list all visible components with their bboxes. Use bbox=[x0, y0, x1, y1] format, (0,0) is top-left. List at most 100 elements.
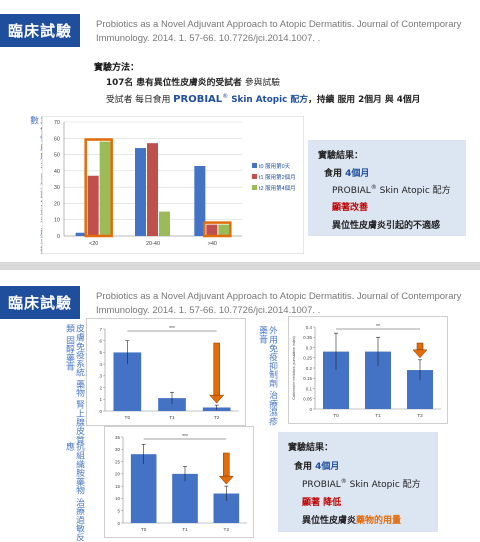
significance-marker: ** bbox=[376, 324, 380, 330]
severity-score-chart: 0 10 20 30 40 50 60 70 <20 20-40 >40 t0 服用第0天 t1 服用第… bbox=[42, 116, 304, 254]
y-tick-label: 0.05 bbox=[303, 397, 312, 402]
method-participate: 參與試驗 bbox=[244, 78, 281, 88]
y-tick-label: 35 bbox=[115, 435, 121, 440]
x-tick-label: T2 bbox=[224, 527, 230, 533]
result-box: 實驗結果： 食用 4個月 PROBIAL® Skin Atopic 配方 顯著 … bbox=[278, 432, 438, 532]
x-tick-label: T1 bbox=[182, 527, 188, 533]
x-tick-label: T0 bbox=[141, 527, 147, 533]
method-line-1: 107名 患有異位性皮膚炎的受試者 參與試驗 bbox=[106, 75, 280, 88]
y-tick-label: 3 bbox=[99, 374, 102, 379]
steroid-usage-chart: 0 1 2 3 4 5 6 7 T0 T1 T2 *** bbox=[86, 318, 246, 426]
y-tick-label: 20 bbox=[54, 201, 60, 207]
result-line-4: 異位性皮膚炎藥物的用量 bbox=[302, 513, 401, 526]
x-tick-label: T0 bbox=[125, 415, 131, 421]
bar-服用第0天 bbox=[75, 232, 87, 236]
down-arrow-icon bbox=[209, 394, 225, 404]
result-line-1: 食用 4個月 bbox=[324, 166, 369, 179]
y-tick-label: 0.4 bbox=[306, 325, 313, 330]
y-tick-label: 0.35 bbox=[303, 335, 312, 340]
result-months: 4個月 bbox=[315, 462, 340, 472]
y-tick-label: 0 bbox=[57, 234, 60, 240]
result-product: Skin Atopic 配方 bbox=[346, 480, 421, 490]
result-product: Skin Atopic 配方 bbox=[376, 186, 451, 196]
y-tick-label: 7 bbox=[99, 327, 102, 332]
result-registered: ® bbox=[370, 184, 377, 191]
bar-服用第2個月 bbox=[87, 175, 99, 236]
y-tick-label: 5 bbox=[99, 350, 102, 355]
y-tick-label: 25 bbox=[115, 459, 121, 464]
y-tick-label: 0.2 bbox=[306, 366, 313, 371]
x-tick-label: T0 bbox=[333, 413, 339, 419]
y-tick-label: 0 bbox=[99, 409, 102, 414]
result-line-3: 顯著 降低 bbox=[302, 498, 342, 508]
slide-clinical-trial-1: 臨床試驗 Probiotics as a Novel Adjuvant Appr… bbox=[0, 0, 480, 262]
y-tick-label: 5 bbox=[117, 509, 120, 514]
legend-swatch bbox=[252, 174, 257, 179]
y-tick-label: 2 bbox=[99, 385, 102, 390]
y-tick-label: 50 bbox=[54, 153, 60, 159]
bar-服用第4個月 bbox=[99, 141, 111, 236]
legend-label: t2 服用第4個月 bbox=[259, 184, 296, 192]
result-months: 4個月 bbox=[345, 169, 370, 179]
method-subjects: 107名 患有異位性皮膚炎的受試者 bbox=[106, 78, 245, 88]
y-tick-label: 15 bbox=[115, 484, 121, 489]
result-eat: 食用 bbox=[294, 462, 316, 472]
slide-clinical-trial-2: 臨床試驗 Probiotics as a Novel Adjuvant Appr… bbox=[0, 270, 480, 542]
y-axis-label: Calcineurin inhibitors (cumulative index… bbox=[292, 336, 296, 400]
significance-marker: *** bbox=[182, 434, 188, 440]
y-tick-label: 30 bbox=[115, 447, 121, 452]
calcineurin-usage-chart: 0 0.05 0.1 0.15 0.2 0.25 0.3 0.35 0.4 Calcineurin… bbox=[288, 316, 448, 424]
x-tick-label: T2 bbox=[417, 413, 423, 419]
bar-服用第4個月 bbox=[218, 224, 230, 236]
y-tick-label: 4 bbox=[99, 362, 102, 367]
x-tick-label: T2 bbox=[214, 415, 220, 421]
highlight-box bbox=[84, 138, 113, 238]
legend-swatch bbox=[252, 185, 257, 190]
y-tick-label: 10 bbox=[115, 496, 121, 501]
bar-服用第0天 bbox=[135, 148, 146, 236]
y-tick-label: 0.15 bbox=[303, 376, 312, 381]
down-arrow-shaft bbox=[213, 342, 220, 396]
result-drug-usage: 藥物的用量 bbox=[356, 516, 402, 526]
citation: Probiotics as a Novel Adjuvant Approach … bbox=[96, 19, 462, 44]
x-tick-label: 20-40 bbox=[146, 241, 160, 247]
y-tick-label: 6 bbox=[99, 339, 102, 344]
y-tick-label: 0.1 bbox=[306, 386, 313, 391]
method-line-2: 受試者 每日食用 PROBIAL® Skin Atopic 配方，持續 服用 2… bbox=[106, 92, 420, 105]
result-condition: 異位性皮膚炎 bbox=[302, 516, 357, 526]
result-line-4: 異位性皮膚炎引起的不適感 bbox=[332, 221, 441, 231]
highlight-box bbox=[203, 221, 232, 238]
result-brand: PROBIAL bbox=[302, 480, 341, 490]
y-tick-label: 60 bbox=[54, 136, 60, 142]
bar-服用第4個月 bbox=[159, 211, 170, 236]
immunosuppressant-label: 外用免疫抑制劑 治療濕疹 藥膏 bbox=[257, 326, 277, 426]
bar-T1 bbox=[158, 398, 186, 411]
bar-T1 bbox=[172, 473, 198, 523]
product-name: Skin Atopic 配方 bbox=[228, 95, 308, 105]
result-line-2: PROBIAL® Skin Atopic 配方 bbox=[302, 477, 421, 490]
result-line-3: 顯著改善 bbox=[332, 203, 369, 213]
y-tick-label: 0 bbox=[309, 407, 312, 412]
legend-label: t1 服用第2個月 bbox=[259, 173, 296, 181]
y-tick-label: 70 bbox=[54, 120, 60, 126]
result-line-1: 食用 4個月 bbox=[294, 459, 339, 472]
significance-marker: *** bbox=[169, 326, 175, 332]
result-title: 實驗結果： bbox=[288, 443, 334, 453]
bar-服用第2個月 bbox=[206, 224, 218, 236]
steroid-label: 皮膚免疫系統 藥物 腎上腺皮質類 固醇藥膏 bbox=[64, 324, 84, 444]
y-tick-label: 40 bbox=[54, 169, 60, 175]
legend-label: t0 服用第0天 bbox=[259, 162, 291, 170]
result-title: 實驗結果： bbox=[318, 151, 364, 161]
registered-mark: ® bbox=[222, 93, 229, 101]
antihistamine-label: 抗組織胺藥物 治療過敏反應 bbox=[64, 442, 84, 542]
method-duration: ，持續 服用 2個月 與 4個月 bbox=[308, 95, 421, 105]
legend-swatch bbox=[252, 163, 257, 168]
slide-separator bbox=[0, 262, 480, 270]
method-title: 實驗方法： bbox=[94, 63, 140, 73]
y-tick-label: 10 bbox=[54, 218, 60, 224]
x-tick-label: T1 bbox=[169, 415, 175, 421]
y-tick-label: 1 bbox=[99, 397, 102, 402]
x-tick-label: >40 bbox=[208, 241, 217, 247]
citation: Probiotics as a Novel Adjuvant Approach … bbox=[96, 291, 462, 316]
result-line-2: PROBIAL® Skin Atopic 配方 bbox=[332, 183, 451, 196]
